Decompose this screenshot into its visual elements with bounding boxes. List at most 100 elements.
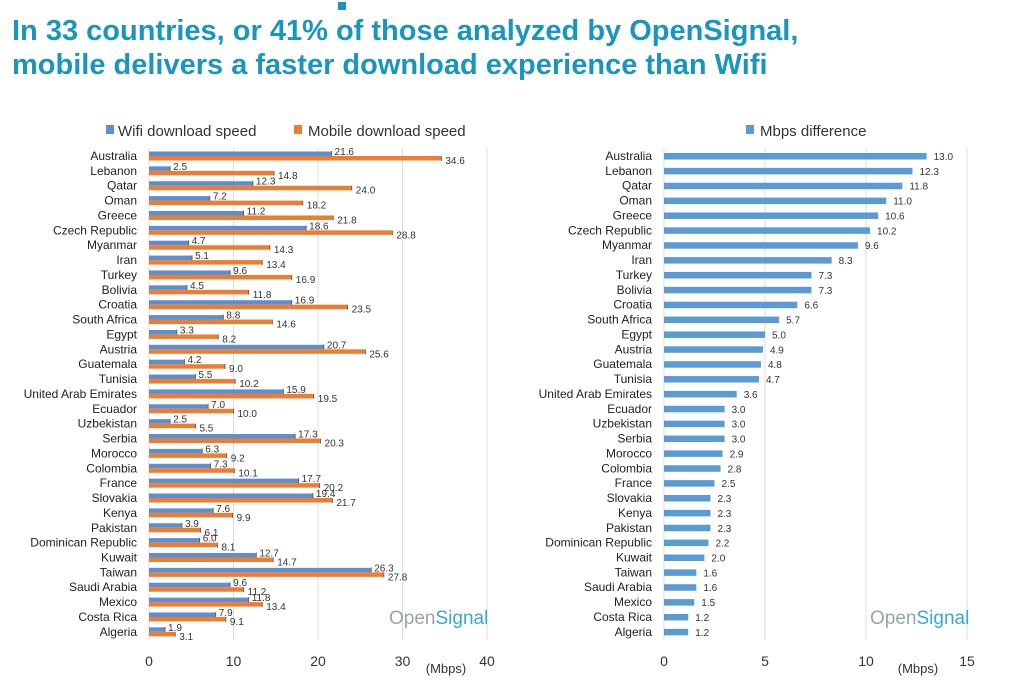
wifi-bar bbox=[149, 419, 171, 424]
wifi-value-label: 3.3 bbox=[180, 325, 194, 336]
wifi-bar bbox=[149, 210, 244, 216]
difference-bar bbox=[664, 435, 725, 443]
wifi-value-label: 17.3 bbox=[298, 430, 318, 441]
wifi-value-label: 1.9 bbox=[168, 623, 182, 634]
difference-value-label: 1.2 bbox=[695, 628, 709, 639]
mobile-value-label: 3.1 bbox=[179, 632, 193, 643]
difference-bar bbox=[664, 495, 711, 502]
mobile-value-label: 9.2 bbox=[231, 453, 245, 464]
difference-bar bbox=[664, 613, 689, 621]
wifi-value-label: 11.2 bbox=[247, 206, 266, 217]
mobile-bar bbox=[149, 408, 234, 414]
mobile-bar bbox=[149, 602, 263, 607]
category-label: Czech Republic bbox=[568, 223, 652, 237]
mobile-bar bbox=[149, 170, 275, 176]
mobile-value-label: 27.8 bbox=[388, 572, 408, 583]
difference-value-label: 10.2 bbox=[877, 226, 897, 237]
wifi-bar bbox=[149, 285, 188, 290]
wifi-bar bbox=[149, 627, 166, 632]
mobile-bar bbox=[149, 304, 348, 310]
mobile-value-label: 18.2 bbox=[307, 201, 327, 212]
wifi-bar bbox=[149, 196, 210, 201]
difference-bar bbox=[664, 167, 913, 175]
wifi-value-label: 9.6 bbox=[233, 578, 247, 589]
wifi-bar bbox=[149, 493, 313, 499]
category-label: Dominican Republic bbox=[30, 536, 137, 550]
mobile-value-label: 28.8 bbox=[396, 230, 416, 241]
wifi-value-label: 16.9 bbox=[295, 296, 315, 307]
mobile-value-label: 9.0 bbox=[229, 364, 243, 375]
wifi-value-label: 18.6 bbox=[309, 221, 329, 232]
slide-headline: In 33 countries, or 41% of those analyze… bbox=[12, 14, 1012, 82]
category-label: Czech Republic bbox=[53, 223, 137, 237]
wifi-bar bbox=[149, 166, 171, 171]
mobile-bar bbox=[149, 379, 236, 384]
mobile-value-label: 13.4 bbox=[266, 260, 286, 271]
x-tick-label: 0 bbox=[145, 653, 153, 669]
difference-bar bbox=[664, 301, 798, 309]
category-label: Algeria bbox=[615, 625, 653, 639]
category-label: Oman bbox=[619, 194, 652, 208]
difference-value-label: 7.3 bbox=[818, 286, 832, 297]
category-label: South Africa bbox=[72, 313, 137, 327]
difference-bar bbox=[664, 227, 871, 234]
difference-bar bbox=[664, 197, 887, 205]
wifi-bar bbox=[149, 523, 182, 528]
difference-bar bbox=[664, 242, 858, 249]
wifi-bar bbox=[149, 300, 292, 305]
category-label: United Arab Emirates bbox=[539, 387, 652, 401]
mobile-value-label: 21.8 bbox=[337, 215, 357, 226]
wifi-value-label: 2.5 bbox=[173, 162, 187, 173]
mobile-value-label: 8.1 bbox=[221, 543, 235, 554]
wifi-value-label: 4.5 bbox=[190, 281, 204, 292]
category-label: Croatia bbox=[613, 298, 652, 312]
category-label: United Arab Emirates bbox=[24, 387, 137, 401]
wifi-bar bbox=[149, 255, 193, 261]
category-label: Kenya bbox=[618, 506, 652, 520]
difference-bar bbox=[664, 509, 711, 517]
difference-value-label: 2.8 bbox=[728, 464, 742, 475]
category-label: Australia bbox=[605, 149, 652, 163]
category-label: Kuwait bbox=[616, 550, 653, 564]
category-label: Turkey bbox=[616, 268, 652, 282]
mobile-value-label: 11.8 bbox=[253, 290, 272, 301]
category-label: Mexico bbox=[614, 595, 652, 609]
mobile-bar bbox=[149, 215, 334, 220]
x-tick-label: 5 bbox=[761, 653, 769, 669]
mobile-bar bbox=[149, 468, 235, 473]
mobile-value-label: 9.9 bbox=[237, 513, 251, 524]
mobile-bar bbox=[149, 230, 393, 235]
difference-bar bbox=[664, 182, 903, 190]
category-label: Uzbekistan bbox=[78, 417, 137, 431]
mobile-bar bbox=[149, 572, 384, 577]
difference-value-label: 5.0 bbox=[772, 330, 786, 341]
wifi-bar bbox=[149, 567, 372, 573]
wifi-value-label: 7.2 bbox=[213, 192, 227, 203]
category-label: Serbia bbox=[617, 432, 652, 446]
wifi-bar bbox=[149, 404, 209, 409]
x-tick-label: 10 bbox=[858, 653, 874, 669]
opensignal-watermark-left: OpenSignal bbox=[389, 608, 488, 629]
legend-swatch-wifi bbox=[106, 125, 114, 134]
category-label: Taiwan bbox=[615, 565, 652, 579]
wifi-bar bbox=[149, 478, 299, 484]
difference-value-label: 3.6 bbox=[744, 390, 758, 401]
wifi-bar bbox=[149, 181, 253, 186]
legend-label-difference: Mbps difference bbox=[760, 123, 866, 140]
wifi-value-label: 9.6 bbox=[233, 266, 247, 277]
mobile-bar bbox=[149, 542, 218, 548]
mobile-value-label: 23.5 bbox=[352, 305, 372, 316]
mobile-bar bbox=[149, 185, 352, 191]
category-label: Qatar bbox=[622, 179, 652, 193]
difference-bar bbox=[664, 450, 723, 457]
wifi-value-label: 19.4 bbox=[316, 489, 336, 500]
x-tick-label: 10 bbox=[226, 653, 242, 669]
mobile-bar bbox=[149, 498, 333, 503]
mobile-value-label: 16.9 bbox=[296, 275, 316, 286]
mobile-value-label: 19.5 bbox=[318, 394, 338, 405]
category-label: Oman bbox=[104, 194, 137, 208]
difference-bar bbox=[664, 584, 697, 591]
mobile-value-label: 25.6 bbox=[369, 349, 389, 360]
wifi-bar bbox=[149, 552, 257, 558]
mobile-bar bbox=[149, 289, 249, 295]
